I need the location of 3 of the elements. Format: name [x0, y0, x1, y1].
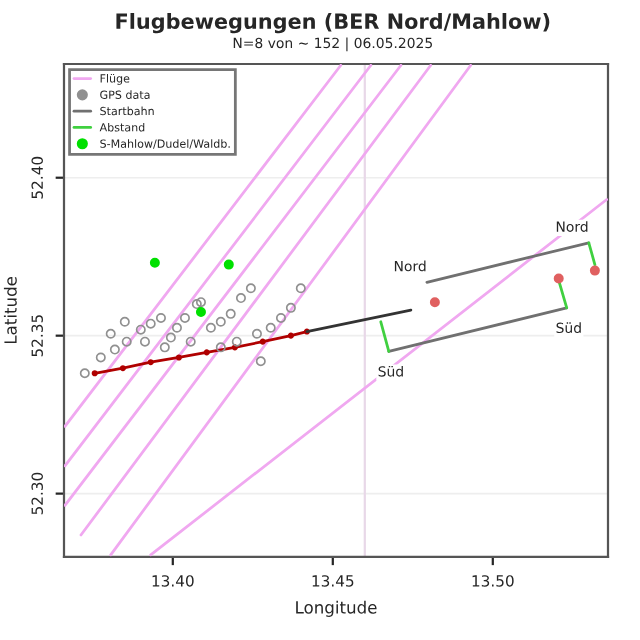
chart-title: Flugbewegungen (BER Nord/Mahlow) [116, 12, 550, 34]
y-axis-title: Latitude [3, 276, 17, 344]
x-axis-title: Longitude [296, 600, 377, 617]
